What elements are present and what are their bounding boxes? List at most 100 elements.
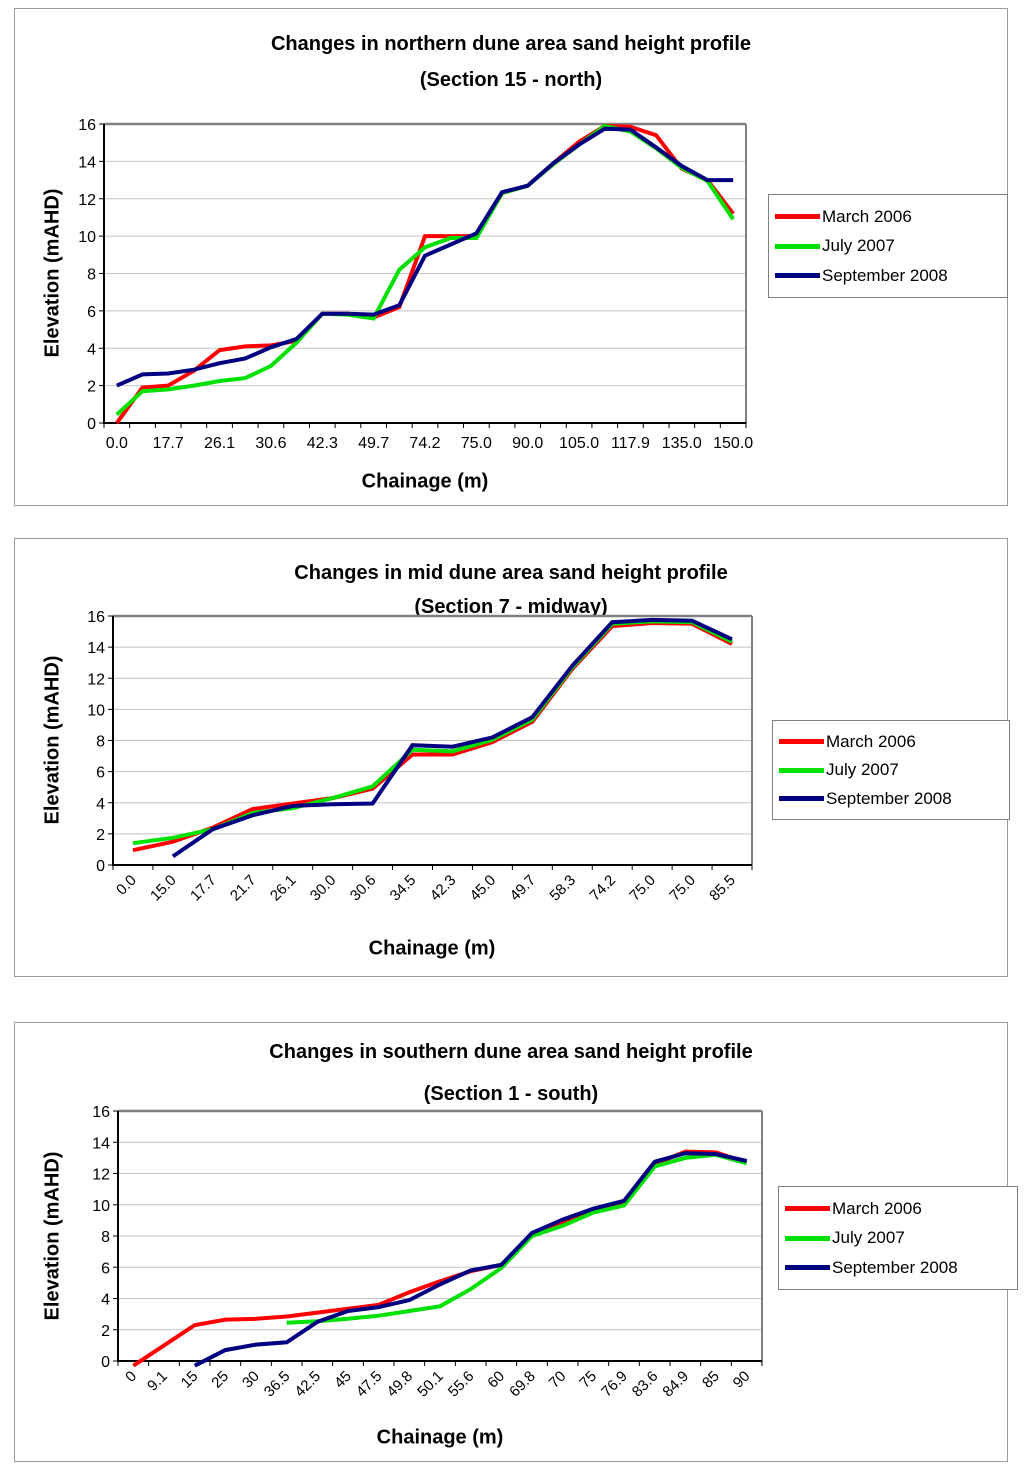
x-tick-label: 15 — [178, 1368, 202, 1392]
y-tick-label: 4 — [101, 1292, 110, 1309]
x-tick-label: 49.8 — [383, 1368, 416, 1401]
y-tick-label: 6 — [101, 1260, 110, 1277]
x-tick-label: 74.2 — [586, 872, 619, 905]
y-tick-label: 2 — [101, 1323, 110, 1340]
x-tick-label: 74.2 — [409, 435, 440, 452]
x-tick-label: 42.3 — [427, 872, 460, 905]
x-tick-label: 30.6 — [347, 872, 380, 905]
legend-label: March 2006 — [832, 1198, 922, 1218]
x-tick-label: 49.7 — [507, 872, 540, 905]
x-tick-label: 69.8 — [506, 1368, 539, 1401]
x-tick-label: 105.0 — [559, 435, 599, 452]
x-tick-label: 84.9 — [659, 1368, 692, 1401]
y-tick-label: 16 — [78, 117, 96, 134]
x-tick-label: 85.5 — [706, 872, 739, 905]
x-tick-label: 34.5 — [387, 872, 420, 905]
chart-title-line2: (Section 15 - north) — [419, 69, 603, 91]
x-axis-title: Chainage (m) — [368, 937, 496, 960]
legend-line-swatch — [779, 739, 824, 744]
x-tick-label: 45.0 — [467, 872, 500, 905]
legend-line-swatch — [785, 1235, 830, 1241]
series-line-july-2007 — [132, 619, 733, 846]
y-tick-label: 6 — [87, 304, 96, 321]
y-tick-label: 8 — [96, 734, 105, 751]
x-tick-label: 75.0 — [461, 435, 492, 452]
chart-title-line2: (Section 7 - midway) — [414, 596, 608, 618]
y-tick-label: 0 — [87, 416, 96, 433]
series-line-september-2008 — [116, 126, 734, 388]
legend-label: September 2008 — [822, 265, 948, 285]
x-tick-label: 150.0 — [713, 435, 753, 452]
x-tick-label: 75 — [576, 1368, 600, 1392]
chart-title-line2: (Section 1 - south) — [423, 1083, 599, 1105]
x-tick-label: 25 — [208, 1368, 232, 1392]
y-tick-label: 10 — [87, 702, 105, 719]
x-tick-label: 17.7 — [153, 435, 184, 452]
legend-label: September 2008 — [826, 788, 952, 808]
legend-label: September 2008 — [832, 1257, 958, 1277]
legend-southern: March 2006 July 2007 September 2008 — [778, 1186, 1018, 1290]
chart-title-line1: Changes in mid dune area sand height pro… — [294, 562, 728, 584]
x-tick-label: 90.0 — [512, 435, 543, 452]
x-tick-label: 0 — [122, 1368, 140, 1386]
legend-item-september-2008: September 2008 — [775, 266, 1007, 286]
legend-line-swatch — [775, 273, 820, 278]
legend-item-july-2007: July 2007 — [785, 1228, 1017, 1248]
x-tick-label: 70 — [546, 1368, 570, 1392]
series-line-july-2007 — [115, 123, 735, 417]
x-tick-label: 50.1 — [414, 1368, 447, 1401]
y-tick-label: 2 — [87, 379, 96, 396]
y-tick-label: 10 — [92, 1198, 110, 1215]
legend-line-swatch — [775, 243, 820, 249]
x-tick-label: 83.6 — [629, 1368, 662, 1401]
legend-item-september-2008: September 2008 — [779, 789, 1009, 809]
x-tick-label: 75.0 — [666, 872, 699, 905]
x-tick-label: 0.0 — [113, 872, 140, 899]
legend-label: March 2006 — [822, 206, 912, 226]
y-tick-label: 14 — [87, 640, 105, 657]
x-tick-label: 117.9 — [611, 435, 650, 452]
y-tick-label: 12 — [78, 192, 96, 209]
legend-item-july-2007: July 2007 — [775, 236, 1007, 256]
series-line-september-2008 — [171, 617, 733, 859]
plot-area-northern: 0 2 4 6 8 10 12 14 16 0.0 17.7 26.1 30.6 42.3 49.7 74.2… — [78, 117, 753, 452]
y-tick-label: 14 — [78, 154, 96, 171]
legend-label: July 2007 — [822, 236, 895, 255]
x-tick-label: 15.0 — [147, 872, 180, 905]
y-tick-label: 2 — [96, 827, 105, 844]
chart-panel-mid: Changes in mid dune area sand height pro… — [14, 538, 1010, 977]
y-tick-label: 0 — [101, 1354, 110, 1371]
legend-item-july-2007: July 2007 — [779, 760, 1009, 780]
legend-label: March 2006 — [826, 731, 916, 751]
x-axis-title: Chainage (m) — [361, 470, 489, 493]
x-tick-label: 36.5 — [261, 1368, 294, 1401]
x-tick-label: 49.7 — [358, 435, 389, 452]
x-tick-label: 55.6 — [445, 1368, 478, 1401]
y-tick-label: 8 — [101, 1229, 110, 1246]
y-tick-label: 6 — [96, 765, 105, 782]
legend-label: July 2007 — [826, 760, 899, 779]
legend-line-swatch — [779, 767, 824, 773]
legend-northern: March 2006 July 2007 September 2008 — [768, 194, 1008, 298]
x-tick-label: 58.3 — [546, 872, 579, 905]
plot-area-mid: 0 2 4 6 8 10 12 14 16 0.0 15.0 17.7 21.7 26.1 30.0 30.6… — [87, 609, 753, 905]
x-tick-label: 26.1 — [267, 872, 300, 905]
x-tick-label: 75.0 — [626, 872, 659, 905]
legend-line-swatch — [775, 214, 820, 219]
x-tick-label: 30.6 — [255, 435, 286, 452]
legend-item-march-2006: March 2006 — [779, 732, 1009, 752]
legend-item-march-2006: March 2006 — [785, 1199, 1017, 1219]
series-line-september-2008 — [193, 1151, 748, 1368]
x-axis-title: Chainage (m) — [376, 1426, 504, 1449]
chart-panel-northern: Changes in northern dune area sand heigh… — [14, 8, 1008, 506]
series-line-march-2006 — [132, 1149, 748, 1368]
x-tick-label: 9.1 — [144, 1368, 171, 1395]
y-tick-label: 8 — [87, 267, 96, 284]
y-tick-label: 14 — [92, 1135, 110, 1152]
x-tick-label: 30 — [239, 1368, 263, 1392]
x-tick-label: 90 — [730, 1368, 754, 1392]
legend-item-march-2006: March 2006 — [775, 207, 1007, 227]
y-tick-label: 12 — [87, 671, 105, 688]
x-tick-label: 42.3 — [307, 435, 338, 452]
